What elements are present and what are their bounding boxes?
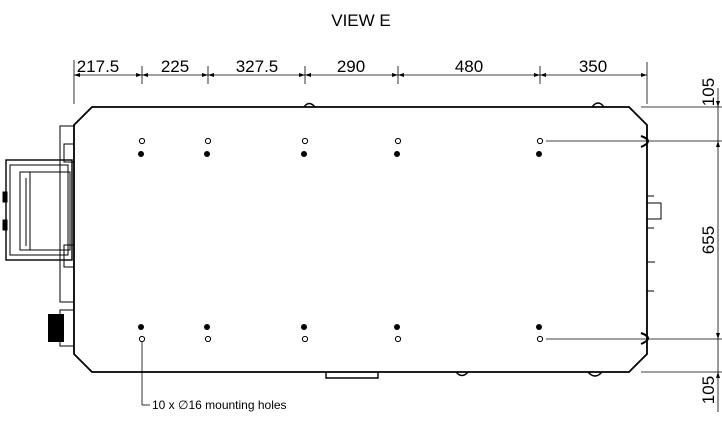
- mounting-hole: [204, 335, 212, 343]
- vertical-dimension-arrows: [716, 101, 720, 378]
- mounting-bolt: [204, 324, 210, 330]
- horizontal-dimension-labels: 217.5 225 327.5 290 480 350: [77, 57, 607, 76]
- horizontal-dimension-arrows: [74, 73, 647, 77]
- mounting-bolt: [536, 324, 542, 330]
- dim-105-bottom: 105: [699, 376, 718, 404]
- dim-290: 290: [337, 57, 365, 76]
- mounting-holes-callout: 10 x ∅16 mounting holes: [152, 398, 287, 412]
- mounting-bolt: [138, 151, 144, 157]
- dim-105-top: 105: [699, 78, 718, 106]
- mounting-bolt: [536, 151, 542, 157]
- dim-655: 655: [699, 226, 718, 254]
- left-attachment: [2, 125, 75, 303]
- body-protrusions: [303, 102, 605, 379]
- dim-327-5: 327.5: [236, 57, 279, 76]
- mounting-hole: [204, 137, 212, 145]
- view-title: VIEW E: [331, 11, 391, 30]
- mounting-hole: [301, 335, 309, 343]
- vertical-dimension-chain: [546, 88, 722, 412]
- dim-217-5: 217.5: [77, 57, 120, 76]
- dim-350: 350: [579, 57, 607, 76]
- mounting-holes: [138, 137, 544, 343]
- mounting-bolt: [301, 324, 307, 330]
- mounting-bolt: [394, 151, 400, 157]
- enclosure-outline: [73, 106, 648, 373]
- mounting-bolt: [138, 324, 144, 330]
- mounting-bolt: [394, 324, 400, 330]
- mounting-bolt: [301, 151, 307, 157]
- left-connector: [48, 309, 75, 347]
- mounting-hole: [394, 137, 402, 145]
- dim-480: 480: [455, 57, 483, 76]
- vertical-dimension-labels: 105 655 105: [699, 78, 718, 404]
- right-side-fittings: [640, 135, 662, 345]
- mounting-hole: [536, 335, 544, 343]
- mounting-hole: [138, 137, 146, 145]
- mounting-hole: [301, 137, 309, 145]
- mounting-hole: [138, 335, 146, 343]
- callout-leader: [141, 341, 150, 406]
- mounting-hole: [394, 335, 402, 343]
- mounting-bolt: [204, 151, 210, 157]
- mounting-hole: [536, 137, 544, 145]
- dim-225: 225: [161, 57, 189, 76]
